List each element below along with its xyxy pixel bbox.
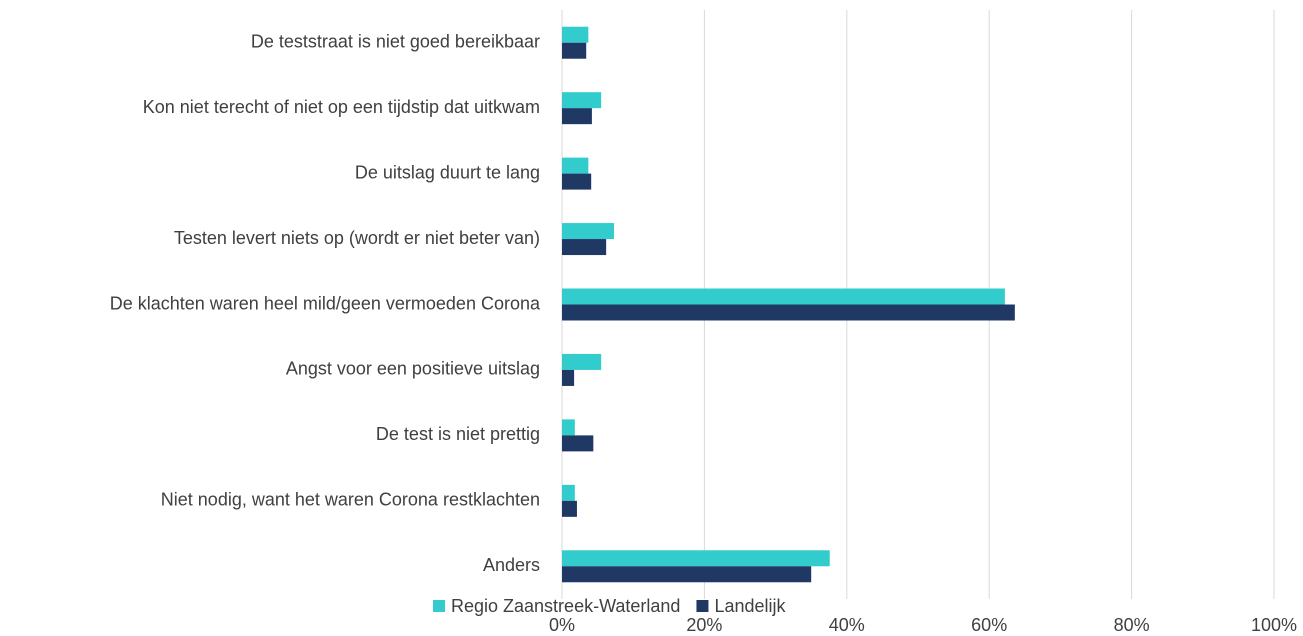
bar: [562, 26, 589, 43]
x-tick-label: 0%: [549, 615, 575, 635]
bar: [562, 435, 594, 452]
bar: [562, 353, 602, 370]
legend-label: Regio Zaanstreek-Waterland: [451, 596, 680, 616]
bar: [562, 484, 575, 501]
bar: [562, 566, 812, 583]
bar: [562, 288, 1005, 305]
y-tick-label: Niet nodig, want het waren Corona restkl…: [161, 490, 540, 510]
bar: [562, 108, 592, 125]
bar: [562, 239, 607, 256]
bar: [562, 500, 577, 517]
x-tick-label: 20%: [686, 615, 722, 635]
x-tick-label: 40%: [829, 615, 865, 635]
bar: [562, 550, 830, 567]
y-tick-label: Anders: [483, 555, 540, 575]
x-tick-label: 100%: [1251, 615, 1297, 635]
bar: [562, 369, 575, 386]
y-tick-label: De teststraat is niet goed bereikbaar: [251, 31, 540, 51]
y-tick-label: Testen levert niets op (wordt er niet be…: [174, 228, 540, 248]
y-tick-label: Kon niet terecht of niet op een tijdstip…: [143, 97, 540, 117]
y-tick-label: Angst voor een positieve uitslag: [286, 359, 540, 379]
legend-label: Landelijk: [714, 596, 786, 616]
legend-swatch: [696, 600, 709, 612]
y-tick-label: De klachten waren heel mild/geen vermoed…: [110, 293, 541, 313]
y-tick-label: De test is niet prettig: [376, 424, 540, 444]
bar: [562, 173, 592, 190]
x-tick-label: 60%: [971, 615, 1007, 635]
legend-swatch: [433, 600, 445, 612]
bar: [562, 92, 602, 109]
y-tick-label: De uitslag duurt te lang: [355, 162, 540, 182]
bar: [562, 223, 614, 240]
bar: [562, 304, 1015, 321]
bar: [562, 157, 589, 174]
bar: [562, 419, 575, 436]
x-tick-label: 80%: [1114, 615, 1150, 635]
bar: [562, 42, 587, 59]
